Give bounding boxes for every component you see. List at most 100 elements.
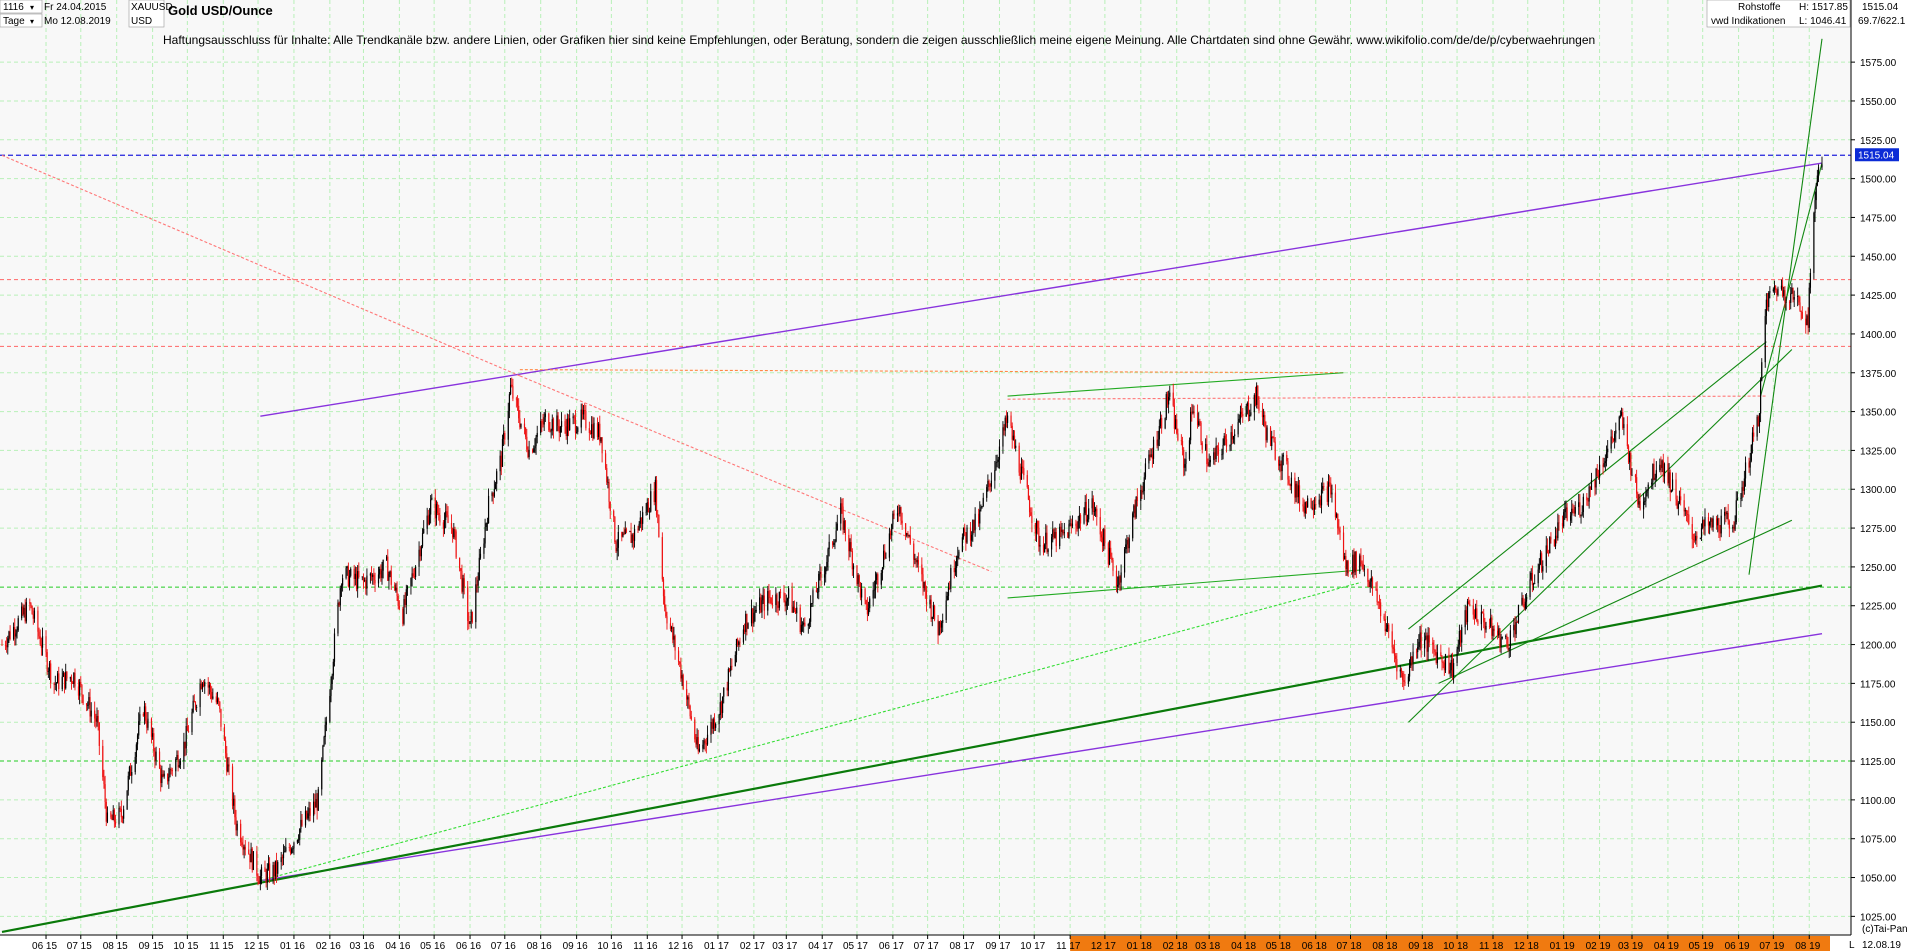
- candle-body: [1529, 579, 1531, 598]
- candle-body: [872, 590, 874, 599]
- x-tick-label: 12 18: [1514, 941, 1539, 952]
- candle-body: [549, 430, 551, 432]
- interval-box[interactable]: [0, 13, 43, 28]
- candle-body: [1060, 526, 1062, 532]
- candle-body: [1071, 523, 1074, 527]
- candle-body: [227, 764, 229, 772]
- candle-body: [403, 598, 405, 624]
- candle-body: [664, 596, 666, 608]
- candle-body: [1055, 531, 1057, 547]
- candle-body: [1257, 385, 1259, 400]
- candle-body: [330, 683, 332, 697]
- candle-body: [1229, 444, 1231, 447]
- candle-body: [820, 572, 822, 578]
- candle-body: [1133, 505, 1135, 514]
- candle-body: [646, 502, 648, 512]
- candle-body: [937, 619, 939, 636]
- candle-body: [1660, 464, 1662, 469]
- candle-body: [1645, 493, 1647, 501]
- candle-body: [374, 579, 376, 584]
- candle-body: [411, 573, 413, 579]
- period-value[interactable]: 1116: [3, 2, 24, 13]
- period-chevron-down-icon[interactable]: ▾: [30, 3, 34, 12]
- x-tick-label: 02 16: [316, 941, 341, 952]
- candle-body: [662, 579, 665, 597]
- candle-body: [1456, 649, 1458, 664]
- candle-body: [509, 384, 512, 395]
- candle-body: [1247, 403, 1250, 417]
- candle-body: [1683, 500, 1685, 512]
- candle-body: [770, 597, 772, 603]
- candle-body: [333, 633, 336, 662]
- candle-body: [77, 686, 80, 696]
- candle-body: [1091, 498, 1093, 509]
- candle-body: [680, 663, 682, 679]
- candle-body: [1222, 445, 1224, 455]
- candle-body: [1741, 487, 1743, 498]
- candle-body: [689, 705, 691, 717]
- period-box[interactable]: [0, 0, 43, 14]
- candle-body: [1075, 523, 1077, 526]
- candle-body: [1367, 568, 1369, 582]
- candle-body: [861, 588, 863, 598]
- candle-body: [1327, 482, 1330, 502]
- candle-body: [1627, 446, 1630, 463]
- candle-body: [110, 812, 112, 818]
- interval-value[interactable]: Tage: [3, 16, 25, 27]
- candle-body: [1022, 466, 1024, 469]
- candle-body: [418, 549, 420, 567]
- x-tick-label: 08 17: [950, 941, 975, 952]
- candle-body: [718, 715, 720, 724]
- candle-body: [962, 527, 965, 538]
- interval-chevron-down-icon[interactable]: ▾: [30, 17, 34, 26]
- candle-body: [609, 501, 611, 511]
- currency: USD: [131, 16, 152, 27]
- candle-body: [461, 570, 463, 592]
- candle-body: [106, 812, 109, 822]
- candle-body: [914, 559, 916, 560]
- y-tick-label: 1400.00: [1860, 330, 1897, 341]
- candle-body: [1339, 530, 1341, 533]
- candle-body: [486, 523, 489, 524]
- candle-body: [1377, 602, 1379, 603]
- candle-body: [819, 572, 821, 574]
- candle-body: [1508, 648, 1510, 650]
- aux-trend-line: [1007, 395, 1767, 400]
- candle-body: [1596, 468, 1598, 476]
- candle-body: [434, 497, 436, 519]
- date-from: Fr 24.04.2015: [44, 2, 107, 13]
- aux-trend-line: [1438, 519, 1793, 684]
- candle-body: [657, 514, 659, 516]
- info-box: [1706, 0, 1851, 28]
- candle-body: [1019, 472, 1021, 480]
- candle-body: [382, 559, 384, 571]
- candle-body: [355, 573, 358, 589]
- candle-body: [1563, 512, 1565, 527]
- candle-body: [1805, 318, 1807, 326]
- candle-body: [126, 790, 128, 810]
- candle-body: [1733, 526, 1735, 530]
- candle-body: [1670, 490, 1672, 493]
- candle-body: [81, 684, 83, 695]
- candle-body: [316, 799, 318, 811]
- candle-body: [208, 685, 210, 688]
- candle-body: [1295, 483, 1297, 498]
- candle-body: [1468, 601, 1470, 605]
- candle-body: [721, 696, 724, 713]
- candle-body: [236, 823, 238, 831]
- time-range-bar: [1070, 936, 1830, 951]
- candle-body: [942, 619, 944, 623]
- candle-body: [250, 848, 252, 863]
- x-tick-label: 03 19: [1618, 941, 1643, 952]
- candle-body: [1719, 531, 1721, 534]
- y-tick-label: 1375.00: [1860, 369, 1897, 380]
- x-tick-label: 05 16: [420, 941, 445, 952]
- candle-body: [1225, 439, 1228, 447]
- candle-body: [66, 671, 68, 679]
- candle-body: [1353, 554, 1355, 573]
- candle-body: [867, 608, 870, 615]
- candle-body: [893, 513, 895, 516]
- candle-body: [828, 541, 830, 550]
- candle-body: [146, 720, 148, 728]
- candle-body: [139, 714, 141, 722]
